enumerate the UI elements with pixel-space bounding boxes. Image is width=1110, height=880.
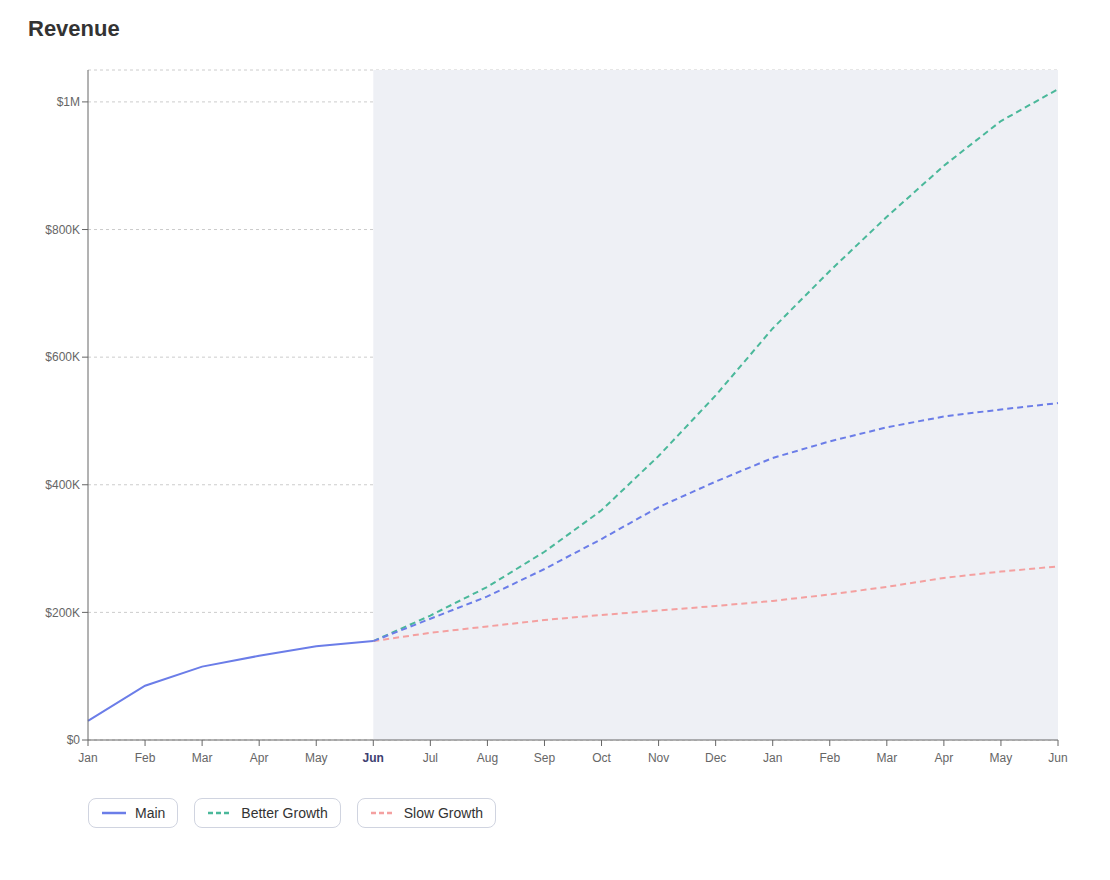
svg-text:Dec: Dec (705, 751, 726, 765)
svg-text:Jul: Jul (423, 751, 438, 765)
svg-text:Jan: Jan (78, 751, 97, 765)
svg-text:$800K: $800K (45, 223, 80, 237)
svg-text:$0: $0 (67, 733, 81, 747)
html-text:Slow Growth: Slow Growth (403, 805, 484, 821)
svg-text:Apr: Apr (935, 751, 954, 765)
svg-text:May: May (305, 751, 328, 765)
svg-text:Sep: Sep (534, 751, 556, 765)
svg-text:Jan: Jan (763, 751, 782, 765)
svg-text:Jun: Jun (1048, 751, 1067, 765)
svg-text:Feb: Feb (135, 751, 156, 765)
svg-text:May: May (990, 751, 1013, 765)
html-text:Revenue: Revenue (28, 16, 120, 41)
svg-text:Aug: Aug (477, 751, 498, 765)
svg-text:$400K: $400K (45, 478, 80, 492)
svg-text:Oct: Oct (592, 751, 611, 765)
html-text:Main: Main (135, 805, 166, 821)
svg-text:$600K: $600K (45, 350, 80, 364)
svg-text:Jun: Jun (363, 751, 384, 765)
svg-text:$200K: $200K (45, 606, 80, 620)
svg-text:$1M: $1M (57, 95, 80, 109)
svg-text:Nov: Nov (648, 751, 669, 765)
svg-text:Mar: Mar (192, 751, 213, 765)
svg-text:Apr: Apr (250, 751, 269, 765)
html-text:Better Growth: Better Growth (241, 805, 328, 821)
svg-text:Mar: Mar (876, 751, 897, 765)
svg-text:Feb: Feb (819, 751, 840, 765)
